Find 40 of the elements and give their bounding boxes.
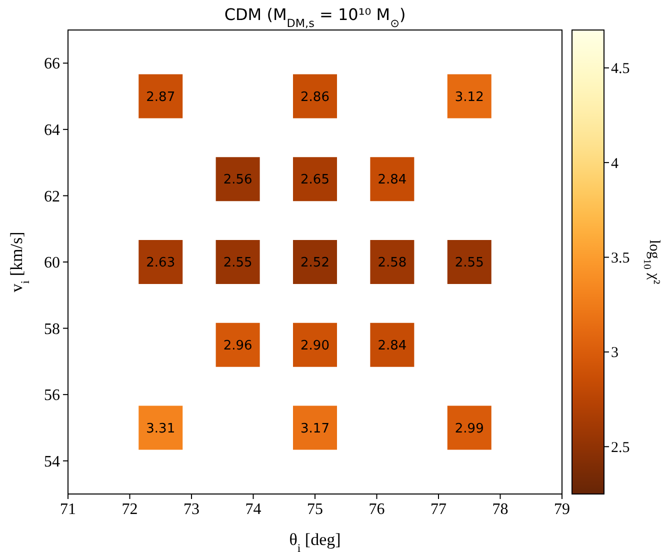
color-bar-label: 4: [611, 156, 619, 172]
annotation: 3.31: [146, 421, 176, 436]
annotation: 2.55: [223, 256, 252, 271]
x-tick-label: 72: [122, 501, 138, 518]
y-tick-label: 66: [44, 56, 60, 73]
annotation: 2.63: [146, 256, 176, 271]
y-tick-label: 60: [44, 254, 60, 272]
x-tick-label: 77: [430, 501, 446, 518]
x-tick-label: 71: [60, 501, 76, 518]
color-bar-label: 2.5: [611, 440, 630, 456]
x-tick-label: 76: [368, 501, 385, 518]
x-axis-title: θ$_{i}$ [deg]: [289, 530, 341, 552]
x-tick-label: 78: [492, 501, 508, 518]
chart-title: CDM (M$_{DM,s}$ = 10¹⁰ M$_{⊙}$): [224, 5, 406, 30]
annotation: 2.58: [378, 256, 407, 271]
x-tick-label: 74: [245, 501, 262, 518]
annotation: 2.84: [378, 172, 407, 188]
x-tick-label: 73: [184, 501, 200, 518]
annotation: 3.12: [454, 90, 484, 105]
annotation: 2.99: [454, 421, 484, 436]
annotation: 2.90: [300, 338, 330, 354]
y-tick-label: 54: [44, 453, 60, 470]
x-tick-label: 75: [307, 501, 323, 518]
annotation: 2.52: [300, 256, 330, 271]
annotation: 3.17: [300, 421, 330, 436]
annotation: 2.84: [378, 338, 407, 354]
color-bar-label: 4.5: [611, 61, 630, 78]
color-bar-label: 3: [611, 345, 618, 362]
y-tick-label: 58: [44, 320, 60, 338]
y-tick-label: 56: [44, 387, 60, 404]
y-tick-label: 64: [44, 122, 60, 140]
annotation: 2.96: [223, 338, 252, 354]
x-tick-label: 79: [554, 501, 570, 518]
annotation: 2.86: [300, 90, 330, 105]
annotation: 2.87: [146, 90, 176, 105]
color-bar-label: 3.5: [611, 250, 630, 267]
annotation: 2.65: [300, 172, 330, 188]
annotation: 2.56: [223, 172, 252, 188]
y-tick-label: 62: [44, 188, 60, 206]
annotation: 2.55: [454, 256, 484, 271]
